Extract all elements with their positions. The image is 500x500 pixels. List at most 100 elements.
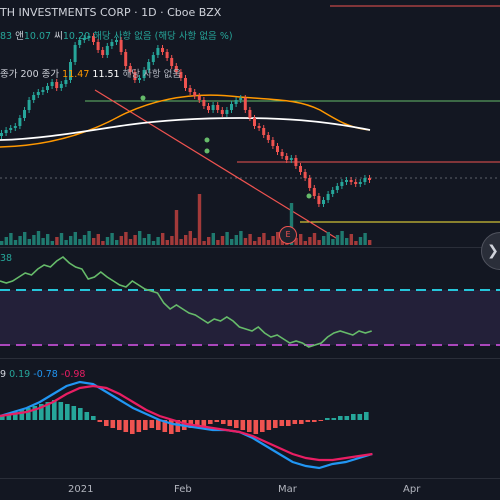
candle-body [92,36,95,42]
volume-bar [101,241,105,245]
macd-hist-bar [110,420,116,428]
macd-hist-bar [344,416,350,420]
volume-bar [363,233,367,245]
macd-pane[interactable]: 9 0.19 -0.78 -0.98 [0,358,500,478]
rsi-chart[interactable] [0,247,500,358]
candle-body [151,55,155,62]
signal-line [0,384,373,462]
candle-body [193,92,197,96]
volume-bars [0,194,372,245]
volume-bar [358,237,363,245]
macd-hist-bar [117,420,122,430]
volume-bar [78,239,82,245]
volume-bar [262,233,266,245]
price-chart[interactable] [0,0,500,247]
macd-hist-bar [0,416,5,420]
pane-separator[interactable] [0,247,500,248]
candle-body [326,194,330,200]
volume-bar [340,231,344,245]
candle-body [234,100,238,104]
candle-body [211,105,215,110]
time-axis[interactable] [0,478,500,500]
volume-bar [197,194,202,245]
candle-body [317,196,321,204]
chevron-right-icon: ❯ [487,243,499,259]
macd-hist-bar [32,406,38,420]
macd-hist-bar [58,402,64,420]
earnings-marker[interactable]: E [279,226,297,244]
candle-body [271,140,275,146]
volume-bar [124,232,128,245]
macd-hist-bar [364,412,369,420]
volume-bar [18,236,22,245]
pane-separator[interactable] [0,358,500,359]
volume-bar [322,236,326,245]
volume-bar [73,232,77,245]
volume-bar [202,241,206,245]
volume-bar [142,238,146,245]
candle-body [156,48,160,55]
macd-hist-bar [26,408,31,420]
volume-bar [216,240,220,245]
macd-hist-bar [247,420,252,432]
volume-bar [4,237,8,245]
candle-body [174,66,178,72]
candle-body [248,110,252,118]
candle-body [216,105,220,110]
candle-body [312,188,316,196]
macd-hist-bar [214,420,220,422]
macd-hist-bar [305,420,311,422]
candle-body [345,180,348,182]
volume-bar [110,233,114,245]
candle-body [225,110,229,114]
price-pane[interactable]: TH INVESTMENTS CORP · 1D · Cboe BZX 83 앤… [0,0,500,247]
volume-bar [151,241,156,245]
ma-orange [0,94,371,148]
candle-body [303,172,307,178]
candle-body [23,110,26,118]
ohlc-legend: 83 앤10.07 씨10.20 해당 사항 없음 (해당 사항 없음 %) [0,31,233,42]
volume-bar [32,235,36,245]
macd-hist-bar [175,420,181,432]
volume-bar [230,239,234,245]
volume-bar [266,240,271,245]
candle-body [335,186,339,190]
volume-bar [156,237,160,245]
trend-line [94,89,337,239]
candle-body [41,90,45,92]
candle-body [110,42,114,46]
macd-hist-bar [123,420,129,432]
macd-hist-bar [65,404,70,420]
candle-body [349,180,353,182]
volume-bar [239,231,243,245]
macd-hist-bar [260,420,265,432]
macd-hist-bar [312,420,317,422]
candle-body [78,40,82,45]
volume-bar [308,237,312,245]
macd-hist-bar [331,418,337,420]
macd-hist-bar [39,404,44,420]
candle-body [165,52,169,58]
x-tick-2021: 2021 [68,484,94,495]
candle-body [96,42,100,50]
volume-bar [368,240,372,245]
macd-chart[interactable] [0,358,500,478]
candle-body [363,178,367,182]
volume-bar [248,234,252,245]
volume-bar [317,240,321,245]
macd-hist-bar [325,418,330,420]
volume-bar [50,241,54,245]
candle-body [46,86,49,90]
rsi-pane[interactable]: 38 [0,247,500,358]
rsi-legend: 38 [0,253,13,264]
signal-dot [140,95,146,101]
candle-body [253,118,256,126]
volume-bar [69,236,73,245]
signal-dot [306,193,312,199]
macd-hist-bar [6,414,12,420]
volume-bar [345,238,349,245]
candle-body [161,48,164,52]
candle-body [9,128,13,130]
macd-hist-bar [234,420,239,428]
candle-body [340,182,344,186]
